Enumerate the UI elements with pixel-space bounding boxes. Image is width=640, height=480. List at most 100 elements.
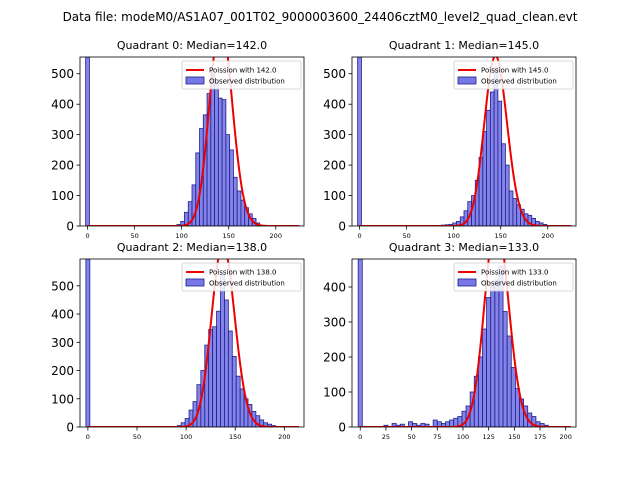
- legend-bars-label: Observed distribution: [209, 78, 285, 86]
- plot-area: [357, 259, 571, 427]
- histogram-bar: [210, 73, 215, 226]
- histogram-bar-zero: [85, 259, 91, 427]
- x-tick-label: 150: [508, 433, 520, 441]
- histogram-bar: [482, 328, 488, 427]
- y-tick-label: 400: [51, 98, 74, 112]
- y-tick-label: 200: [51, 364, 74, 378]
- x-tick-label: 175: [534, 433, 546, 441]
- x-tick-label: 200: [278, 433, 290, 441]
- x-tick-label: 200: [542, 232, 554, 240]
- histogram-bar: [486, 297, 492, 427]
- y-tick-label: 0: [66, 220, 74, 234]
- x-tick-label: 100: [180, 433, 192, 441]
- x-tick-label: 0: [85, 232, 89, 240]
- histogram-bar-zero: [85, 57, 90, 226]
- quadrant-0-panel: Quadrant 0: Median=142.0 0 50 100 150 200 0 100…: [51, 39, 305, 240]
- histogram-bar-zero: [357, 259, 363, 427]
- axes-frame: [351, 56, 577, 227]
- histogram-bar: [501, 143, 506, 226]
- x-tick-label: 50: [133, 433, 141, 441]
- x-tick-label: 200: [270, 232, 282, 240]
- x-tick-label: 100: [175, 232, 187, 240]
- histogram-bar: [482, 131, 487, 226]
- legend-bars-label: Observed distribution: [209, 280, 285, 288]
- y-tick-label: 300: [323, 316, 346, 330]
- y-tick-label: 400: [323, 98, 346, 112]
- panel-title: Quadrant 1: Median=145.0: [389, 39, 539, 52]
- histogram-bar: [229, 149, 234, 226]
- x-tick-label: 0: [357, 232, 361, 240]
- histogram-bar: [235, 375, 241, 427]
- axes-frame: [79, 258, 305, 428]
- histogram-bar: [432, 419, 438, 427]
- legend-bars-swatch: [457, 76, 477, 85]
- histogram-bar: [217, 97, 223, 226]
- legend-box: [453, 60, 574, 90]
- histogram-bar: [239, 388, 245, 427]
- legend-box: [181, 262, 302, 292]
- legend-box: [453, 262, 574, 292]
- histogram-bar: [486, 109, 491, 226]
- axes-frame: [79, 56, 305, 227]
- histogram-bar: [506, 335, 512, 427]
- y-tick-label: 100: [323, 189, 346, 203]
- y-tick-label: 400: [323, 281, 346, 295]
- legend-bars-label: Observed distribution: [481, 280, 557, 288]
- histogram-bar: [490, 286, 496, 427]
- y-tick-label: 200: [323, 159, 346, 173]
- panel-title: Quadrant 2: Median=138.0: [117, 241, 267, 254]
- histogram-bar: [224, 299, 229, 427]
- quadrant-2-panel: Quadrant 2: Median=138.0 0 50 100 150 200 0 100…: [51, 241, 305, 441]
- legend-curve-label: Poission with 142.0: [209, 67, 277, 75]
- y-tick-label: 300: [51, 336, 74, 350]
- histogram-bar: [227, 330, 233, 427]
- x-tick-label: 25: [382, 433, 390, 441]
- histogram-bar: [399, 423, 405, 427]
- legend-bars-label: Observed distribution: [481, 78, 557, 86]
- y-tick-label: 100: [51, 392, 74, 406]
- x-tick-label: 0: [358, 433, 362, 441]
- y-tick-label: 200: [323, 351, 346, 365]
- histogram-bar: [216, 310, 221, 427]
- panel-title: Quadrant 0: Median=142.0: [117, 39, 267, 52]
- poisson-curve: [87, 259, 300, 427]
- histogram-bar: [502, 311, 508, 427]
- x-tick-label: 150: [494, 232, 506, 240]
- histogram-bar: [233, 176, 238, 226]
- histogram-bar: [221, 99, 227, 226]
- legend-box: [181, 60, 302, 90]
- histogram-bar: [493, 67, 499, 226]
- axes-frame: [351, 258, 577, 428]
- quadrant-1-panel: Quadrant 1: Median=145.0 0 50 100 150 200 0 100…: [323, 39, 577, 240]
- legend-bars-swatch: [185, 76, 205, 85]
- y-tick-label: 100: [323, 386, 346, 400]
- y-tick-label: 300: [51, 128, 74, 142]
- panel-title: Quadrant 3: Median=133.0: [389, 241, 539, 254]
- x-tick-label: 125: [482, 433, 494, 441]
- x-tick-label: 75: [433, 433, 441, 441]
- histogram-bar: [212, 326, 217, 427]
- histogram-bar-zero: [357, 57, 362, 226]
- histogram-bar: [489, 91, 495, 226]
- x-tick-label: 100: [447, 232, 459, 240]
- x-tick-label: 100: [457, 433, 469, 441]
- poisson-curve: [360, 259, 571, 427]
- histogram-bar: [510, 367, 516, 427]
- legend-curve-label: Poission with 145.0: [481, 67, 549, 75]
- histogram-bar: [195, 152, 200, 226]
- histogram-bar: [505, 164, 510, 226]
- y-tick-label: 500: [51, 279, 74, 293]
- histogram-bar: [214, 82, 219, 226]
- x-tick-label: 200: [560, 433, 572, 441]
- subplots-grid: Quadrant 0: Median=142.0 0 50 100 150 200 0 100…: [51, 39, 577, 441]
- legend-curve-label: Poission with 138.0: [209, 269, 277, 277]
- legend-bars-swatch: [185, 278, 205, 287]
- y-tick-label: 0: [66, 421, 74, 435]
- histogram-bar: [512, 198, 518, 226]
- x-tick-label: 50: [130, 232, 138, 240]
- legend: Poission with 142.0 Observed distribution: [181, 60, 302, 90]
- histogram-bar: [497, 100, 503, 226]
- x-tick-label: 150: [229, 433, 241, 441]
- y-tick-label: 400: [51, 308, 74, 322]
